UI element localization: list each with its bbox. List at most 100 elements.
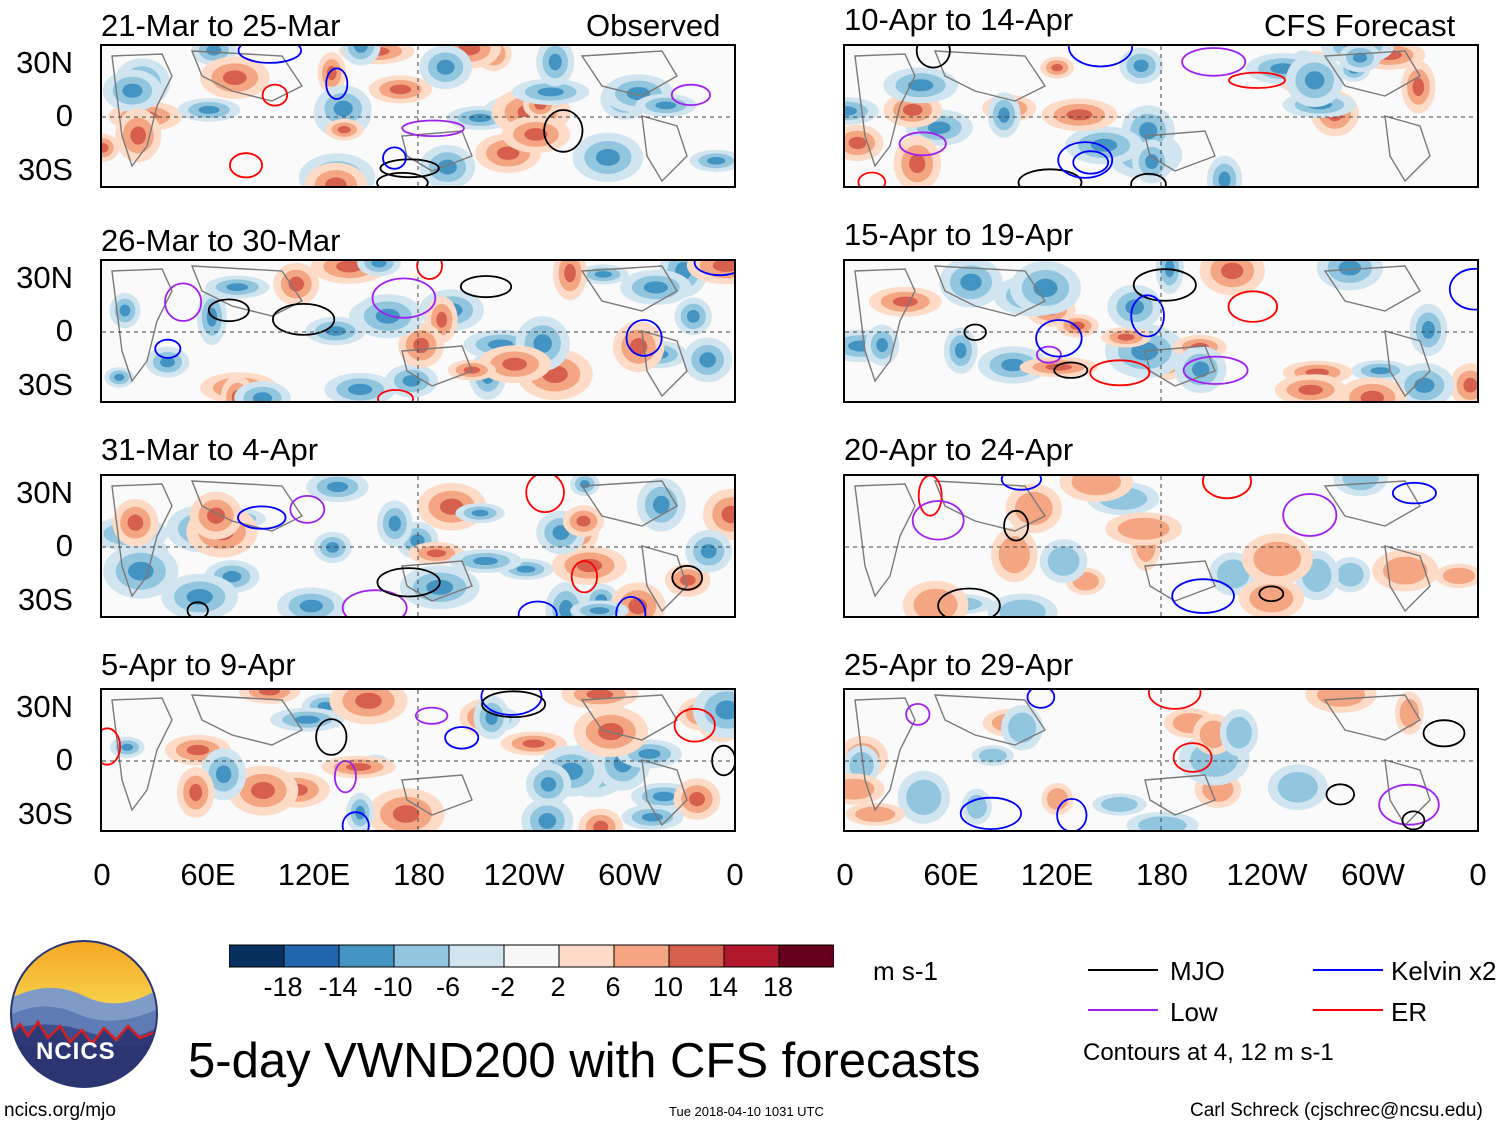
- wave-contour: [1072, 150, 1110, 175]
- continent-outline: [854, 483, 916, 598]
- wave-contour: [377, 389, 414, 401]
- anomaly-blob: [1133, 59, 1149, 72]
- anomaly-blob: [1051, 63, 1063, 72]
- wave-contour: [911, 500, 965, 541]
- continent-outline: [854, 697, 916, 812]
- wave-contour: [414, 706, 449, 725]
- wave-contour: [570, 560, 598, 594]
- anomaly-blob: [392, 805, 420, 823]
- anomaly-blob: [1047, 546, 1080, 576]
- wave-contour: [905, 702, 931, 726]
- wave-contour: [937, 587, 1001, 616]
- continent-outline: [1144, 560, 1216, 602]
- wave-contour: [102, 727, 121, 766]
- anomaly-blob: [502, 357, 527, 371]
- colorbar-swatch: [283, 944, 340, 968]
- x-tick-label: 0: [836, 857, 854, 892]
- continent-outline: [933, 694, 1047, 746]
- y-tick-label: 0: [55, 528, 73, 563]
- wave-contour: [371, 277, 437, 319]
- anomaly-blob: [1253, 541, 1302, 577]
- anomaly-blob: [1412, 78, 1425, 96]
- wave-contour: [1035, 319, 1083, 358]
- colorbar-label: -14: [318, 972, 358, 1002]
- continent-outline: [1144, 130, 1216, 172]
- anomaly-blob: [638, 749, 661, 759]
- anomaly-blob: [689, 792, 705, 807]
- x-tick-label: 0: [726, 857, 744, 892]
- anomaly-blob: [589, 607, 610, 615]
- wave-contour: [1258, 585, 1285, 603]
- wave-contour: [481, 690, 547, 718]
- anomaly-blob: [855, 806, 896, 822]
- wave-contour: [1026, 690, 1056, 709]
- colorbar-label: -6: [435, 972, 460, 1002]
- anomaly-blob: [496, 146, 520, 160]
- legend-lines: [1088, 969, 1383, 1011]
- anomaly-blob: [1216, 559, 1250, 589]
- wave-contour: [207, 298, 250, 323]
- wave-contour: [1017, 168, 1083, 186]
- wave-contour: [1227, 290, 1278, 323]
- anomaly-blob: [641, 812, 663, 822]
- anomaly-blob: [299, 599, 323, 613]
- colorbar-swatch: [393, 944, 450, 968]
- colorbar-swatch: [723, 944, 780, 968]
- anomaly-blob: [436, 59, 455, 75]
- y-tick-label: 0: [55, 313, 73, 348]
- colorbar-label: 14: [707, 972, 739, 1002]
- colorbar-label: 18: [762, 972, 794, 1002]
- legend-label-kelvin: Kelvin x2: [1391, 956, 1497, 986]
- footer-url[interactable]: ncics.org/mjo: [4, 1100, 116, 1121]
- anomaly-blob: [548, 53, 562, 71]
- anomaly-blob: [114, 373, 125, 381]
- ncics-logo: [10, 940, 158, 1088]
- anomaly-blob: [1370, 367, 1391, 375]
- y-tick-label: 30S: [17, 796, 73, 831]
- panel-title: 20-Apr to 24-Apr: [844, 432, 1074, 467]
- anomaly-blob: [122, 83, 143, 98]
- wave-contour: [1035, 345, 1062, 364]
- anomaly-blob: [1066, 109, 1093, 121]
- wave-contour: [459, 275, 513, 299]
- continent-outline: [111, 483, 173, 598]
- wave-contour: [401, 119, 465, 138]
- anomaly-blob: [130, 126, 146, 145]
- anomaly-blob: [222, 70, 247, 85]
- anomaly-blob: [121, 743, 134, 751]
- wave-contour: [1282, 493, 1338, 537]
- anomaly-blob: [1045, 363, 1072, 371]
- legend-label-low: Low: [1170, 997, 1218, 1027]
- anomaly-blob: [721, 505, 734, 524]
- x-tick-label: 0: [93, 857, 111, 892]
- x-tick-label: 60E: [180, 857, 236, 892]
- colorbar-swatch: [229, 944, 285, 968]
- anomaly-blob: [471, 509, 489, 517]
- anomaly-blob: [849, 752, 874, 779]
- anomaly-map: [845, 476, 1477, 616]
- wave-contour: [915, 46, 951, 69]
- anomaly-blob: [473, 557, 498, 565]
- wave-contour: [517, 600, 558, 616]
- anomaly-blob: [371, 261, 387, 268]
- map-panel: [100, 259, 736, 403]
- legend-label-mjo: MJO: [1170, 956, 1225, 986]
- map-panel: [100, 44, 736, 188]
- continent-outline: [1323, 694, 1421, 741]
- colorbar-label: -10: [373, 972, 413, 1002]
- wave-contour: [416, 261, 443, 280]
- forecast-header: CFS Forecast: [1264, 8, 1456, 43]
- wave-contour: [289, 495, 326, 524]
- continent-outline: [111, 268, 173, 383]
- anomaly-blob: [516, 565, 536, 573]
- anomaly-blob: [348, 383, 373, 395]
- wave-contour: [186, 601, 209, 616]
- anomaly-blob: [1046, 788, 1068, 810]
- anomaly-blob: [436, 311, 448, 328]
- continent-outline: [190, 694, 304, 746]
- colorbar-label: 6: [605, 972, 621, 1002]
- anomaly-blob: [1360, 390, 1384, 401]
- x-tick-label: 120W: [1226, 857, 1308, 892]
- continent-outline: [401, 345, 473, 387]
- anomaly-blob: [1336, 562, 1364, 587]
